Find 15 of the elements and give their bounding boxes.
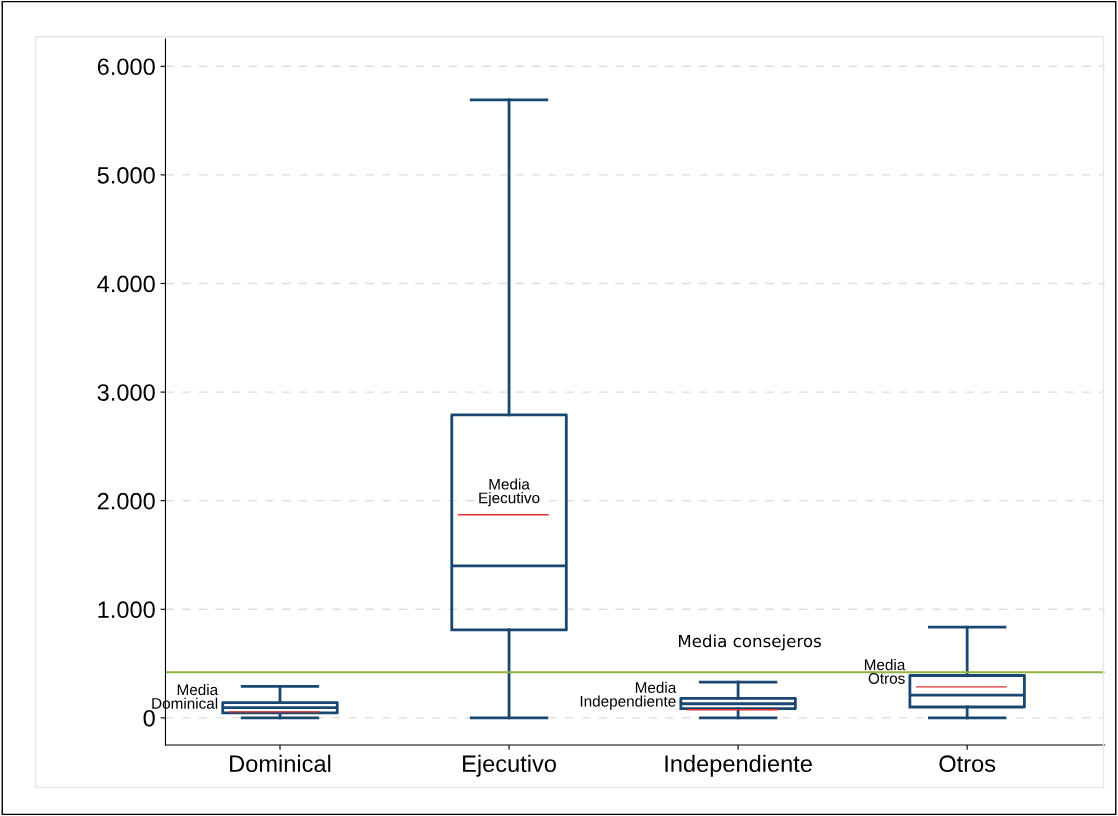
y-tick-label: 1.000 (98, 601, 155, 619)
ref-line-label: Media consejeros (678, 634, 821, 651)
y-tick-label: 0 (143, 709, 155, 727)
y-tick-label: 2.000 (97, 492, 155, 510)
annotation: Media Ejecutivo (479, 478, 540, 507)
y-tick-label: 5.000 (97, 166, 155, 184)
annotation: Media Otros (864, 658, 906, 684)
x-tick-label: Dominical (230, 754, 331, 773)
y-tick-label: 3.000 (97, 384, 155, 401)
y-tick-label: 4.000 (97, 275, 155, 293)
x-tick-label: Independiente (665, 754, 812, 777)
x-tick-label: Ejecutivo (463, 754, 556, 777)
annotation: Media Independiente (580, 681, 677, 710)
x-tick-label: Otros (939, 755, 996, 773)
y-tick-label: 6.000 (97, 58, 155, 76)
